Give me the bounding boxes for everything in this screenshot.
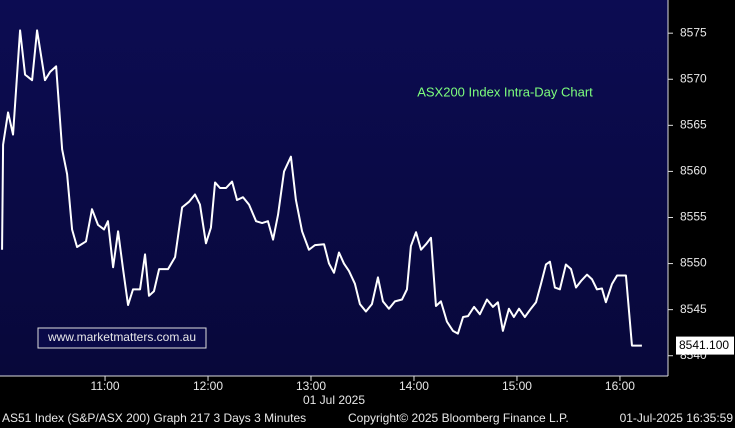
x-tick-label: 16:00 — [605, 379, 635, 393]
last-price-box — [676, 336, 734, 355]
y-tick-label: 8550 — [680, 256, 707, 270]
y-tick-label: 8545 — [680, 302, 707, 316]
watermark: www.marketmatters.com.au — [47, 330, 196, 344]
x-tick-label: 12:00 — [193, 379, 223, 393]
footer-copyright: Copyright© 2025 Bloomberg Finance L.P. — [348, 411, 569, 425]
footer-left: AS51 Index (S&P/ASX 200) Graph 217 3 Day… — [2, 411, 306, 425]
footer-timestamp: 01-Jul-2025 16:35:59 — [620, 411, 734, 425]
plot-area — [0, 0, 668, 376]
chart-title: ASX200 Index Intra-Day Chart — [417, 84, 593, 99]
y-tick-label: 8560 — [680, 164, 707, 178]
last-price-label: 8541.100 — [679, 338, 729, 352]
date-label: 01 Jul 2025 — [303, 393, 365, 407]
x-tick-label: 11:00 — [90, 379, 119, 393]
y-tick-label: 8565 — [680, 118, 707, 132]
y-tick-label: 8570 — [680, 71, 707, 85]
x-tick-label: 13:00 — [296, 379, 326, 393]
y-tick-label: 8555 — [680, 210, 707, 224]
x-tick-label: 14:00 — [399, 379, 429, 393]
watermark-box — [37, 327, 207, 349]
y-tick-label: 8575 — [680, 25, 707, 39]
x-tick-label: 15:00 — [502, 379, 532, 393]
price-line — [1, 29, 642, 347]
